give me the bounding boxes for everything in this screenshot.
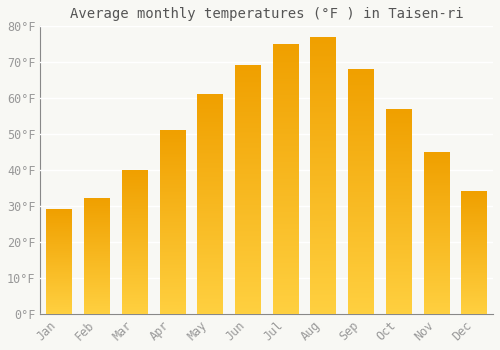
Title: Average monthly temperatures (°F ) in Taisen-ri: Average monthly temperatures (°F ) in Ta…	[70, 7, 464, 21]
